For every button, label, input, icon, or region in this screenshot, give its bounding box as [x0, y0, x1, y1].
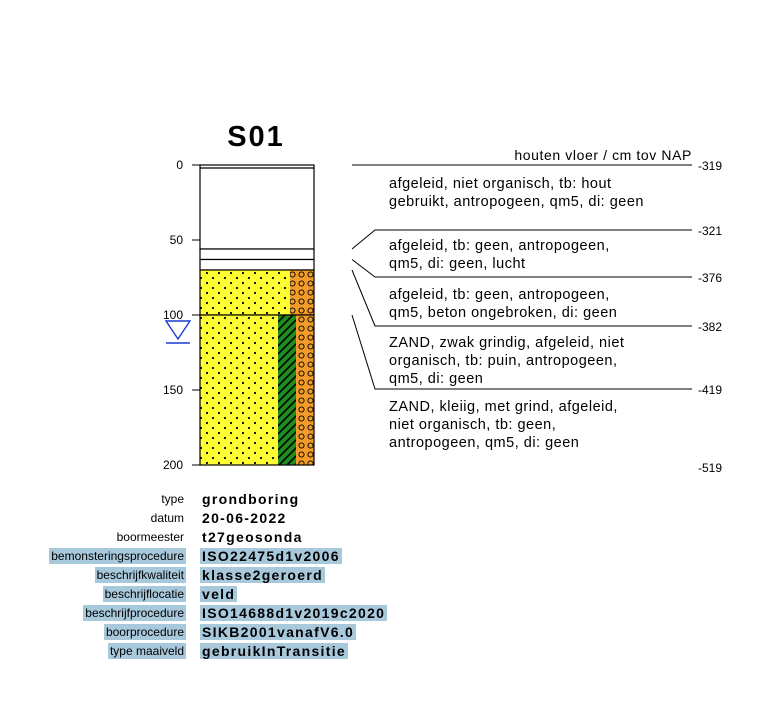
layer-4-description-line: ZAND, zwak grindig, afgeleid, niet [389, 335, 624, 351]
metadata-row: bemonsteringsprocedure ISO22475d1v2006 [0, 548, 766, 566]
layer-5-sand-dots [200, 315, 278, 465]
metadata-row: boormeester t27geosonda [0, 529, 766, 547]
metadata-value: veld [200, 586, 238, 602]
groundwater-triangle-icon [164, 320, 192, 341]
metadata-label: beschrijfkwaliteit [94, 567, 186, 583]
metadata-label: type maaiveld [107, 643, 186, 659]
layer-3 [199, 258, 315, 271]
metadata-label: type [161, 492, 184, 506]
layer-fills [199, 164, 315, 466]
depth-tick-label: 50 [170, 233, 184, 247]
metadata-label: boorprocedure [103, 624, 186, 640]
metadata-value: grondboring [202, 491, 300, 507]
borehole-title: S01 [227, 121, 285, 153]
depth-tick-label: 200 [163, 458, 183, 472]
metadata-row: type maaiveld gebruikInTransitie [0, 643, 766, 661]
metadata-label: beschrijflocatie [102, 586, 186, 602]
connector-2 [351, 259, 692, 278]
level-label: -319 [698, 159, 722, 173]
metadata-row: beschrijflocatie veld [0, 586, 766, 604]
borehole-log: S01 houten vloer / cm tov NAP 0 50 100 150 2… [163, 121, 722, 475]
depth-tick-label: 0 [176, 158, 183, 172]
level-label: -321 [698, 224, 722, 238]
layer-5-clay-hatch [278, 315, 296, 465]
metadata-value: t27geosonda [202, 529, 303, 545]
depth-tick-label: 150 [163, 383, 183, 397]
layer-2-description-line: qm5, di: geen, lucht [389, 256, 526, 272]
layer-5-description-line: antropogeen, qm5, di: geen [389, 435, 579, 451]
metadata-value: gebruikInTransitie [200, 643, 348, 659]
layer-4-sand-dots [200, 270, 290, 315]
metadata-value: 20-06-2022 [202, 510, 287, 526]
depth-tick-label: 100 [163, 308, 183, 322]
level-label: -519 [698, 461, 722, 475]
metadata-label: beschrijfprocedure [83, 605, 186, 621]
connector-4 [351, 314, 692, 390]
metadata-row: beschrijfprocedure ISO14688d1v2019c2020 [0, 605, 766, 623]
layer-2-description-line: afgeleid, tb: geen, antropogeen, [389, 238, 610, 254]
metadata-row: type grondboring [0, 491, 766, 509]
level-label: -376 [698, 271, 722, 285]
level-label: -382 [698, 320, 722, 334]
metadata-value: SIKB2001vanafV6.0 [200, 624, 357, 640]
connector-3 [351, 269, 692, 327]
layer-4-gravel-circles [290, 270, 314, 315]
layer-4-description-line: qm5, di: geen [389, 371, 483, 387]
layer-5-description-line: niet organisch, tb: geen, [389, 417, 556, 433]
metadata-label: boormeester [116, 530, 184, 544]
level-labels: -319 -321 -376 -382 -419 -519 [698, 159, 722, 475]
metadata-value: ISO22475d1v2006 [200, 548, 342, 564]
layer-3-description-line: qm5, beton ongebroken, di: geen [389, 305, 617, 321]
depth-axis: 0 50 100 150 200 [163, 158, 200, 472]
groundwater-icon [164, 320, 192, 344]
metadata-row: boorprocedure SIKB2001vanafV6.0 [0, 624, 766, 642]
metadata-value: ISO14688d1v2019c2020 [200, 605, 388, 621]
layer-2 [199, 248, 315, 261]
layer-5-gravel-circles [296, 315, 314, 465]
metadata-label: datum [150, 511, 184, 525]
connector-1 [351, 229, 692, 250]
layer-5-description-line: ZAND, kleiig, met grind, afgeleid, [389, 399, 618, 415]
description-connectors [351, 164, 692, 390]
layer-1 [199, 164, 315, 250]
reference-label: houten vloer / cm tov NAP [514, 147, 692, 163]
metadata-value: klasse2geroerd [200, 567, 325, 583]
metadata-row: datum 20-06-2022 [0, 510, 766, 528]
layer-1-description-line: afgeleid, niet organisch, tb: hout [389, 176, 612, 192]
metadata-row: beschrijfkwaliteit klasse2geroerd [0, 567, 766, 585]
layer-1-description-line: gebruikt, antropogeen, qm5, di: geen [389, 194, 644, 210]
layer-descriptions: afgeleid, niet organisch, tb: hout gebrui… [389, 176, 644, 451]
level-label: -419 [698, 383, 722, 397]
layer-4-description-line: organisch, tb: puin, antropogeen, [389, 353, 618, 369]
layer-3-description-line: afgeleid, tb: geen, antropogeen, [389, 287, 610, 303]
metadata-label: bemonsteringsprocedure [49, 548, 186, 564]
